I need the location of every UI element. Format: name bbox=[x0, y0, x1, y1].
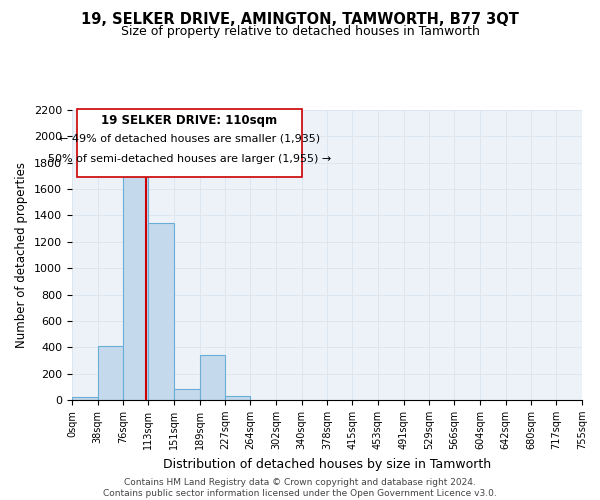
Text: 50% of semi-detached houses are larger (1,955) →: 50% of semi-detached houses are larger (… bbox=[47, 154, 331, 164]
Text: ← 49% of detached houses are smaller (1,935): ← 49% of detached houses are smaller (1,… bbox=[59, 133, 320, 143]
Text: 19 SELKER DRIVE: 110sqm: 19 SELKER DRIVE: 110sqm bbox=[101, 114, 277, 128]
FancyBboxPatch shape bbox=[77, 108, 302, 176]
Bar bbox=[148, 224, 174, 400]
Text: Size of property relative to detached houses in Tamworth: Size of property relative to detached ho… bbox=[121, 25, 479, 38]
Bar bbox=[174, 390, 200, 400]
Bar bbox=[72, 398, 98, 400]
Text: 19, SELKER DRIVE, AMINGTON, TAMWORTH, B77 3QT: 19, SELKER DRIVE, AMINGTON, TAMWORTH, B7… bbox=[81, 12, 519, 28]
Bar bbox=[98, 346, 124, 400]
Bar bbox=[226, 396, 250, 400]
Text: Contains HM Land Registry data © Crown copyright and database right 2024.
Contai: Contains HM Land Registry data © Crown c… bbox=[103, 478, 497, 498]
Bar bbox=[124, 170, 148, 400]
Y-axis label: Number of detached properties: Number of detached properties bbox=[16, 162, 28, 348]
Bar bbox=[200, 355, 226, 400]
X-axis label: Distribution of detached houses by size in Tamworth: Distribution of detached houses by size … bbox=[163, 458, 491, 470]
